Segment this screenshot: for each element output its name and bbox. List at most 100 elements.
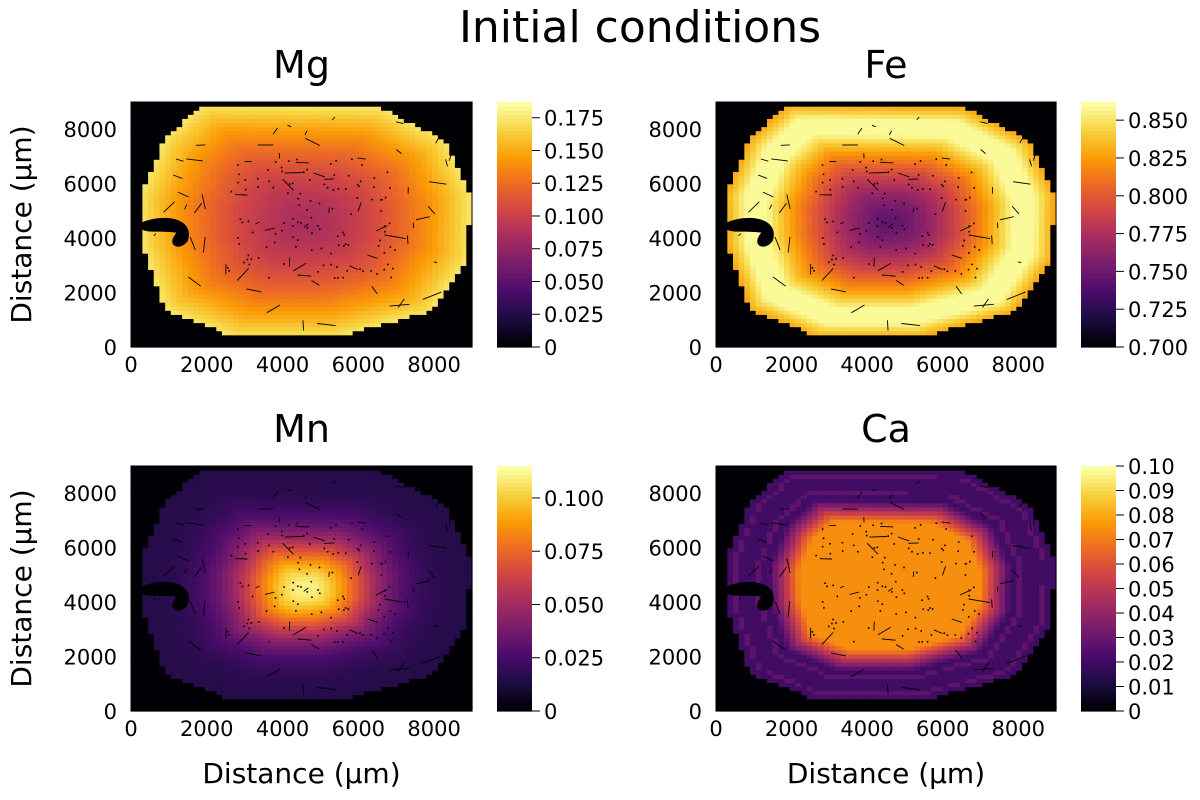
heatmap-cell — [131, 138, 138, 144]
heatmap-cell — [136, 106, 143, 111]
heatmap-cell — [443, 142, 450, 148]
heatmap-cell — [1027, 298, 1034, 303]
heatmap-cell — [398, 273, 405, 279]
heatmap-cell — [988, 342, 995, 348]
heatmap-cell — [142, 273, 149, 279]
heatmap-cell — [420, 240, 428, 246]
heatmap-cell — [812, 302, 819, 307]
heatmap-cell — [364, 249, 371, 254]
colorbar-tick-label: 0.125 — [544, 172, 604, 196]
heatmap-cell — [352, 257, 359, 262]
heatmap-cell — [755, 277, 762, 283]
heatmap-cell — [358, 265, 365, 271]
heatmap-cell — [238, 163, 246, 168]
heatmap-cell — [210, 224, 217, 230]
heatmap-cell — [449, 302, 456, 307]
heatmap-cell — [210, 298, 217, 303]
heatmap-cell — [364, 155, 371, 160]
heatmap-cell — [437, 142, 445, 148]
heatmap-cell — [460, 232, 467, 238]
heatmap-cell — [869, 342, 876, 348]
heatmap-cell — [324, 249, 331, 254]
heatmap-cell — [426, 322, 433, 328]
heatmap-cell — [409, 163, 416, 168]
heatmap-cell — [216, 306, 223, 311]
heatmap-cell — [244, 269, 251, 275]
heatmap-cell — [193, 293, 200, 299]
heatmap-cell — [1016, 326, 1023, 332]
heatmap-cell — [409, 326, 416, 332]
heatmap-cell — [778, 338, 785, 344]
heatmap-cell — [273, 102, 280, 107]
heatmap-cell — [352, 175, 359, 181]
heatmap-cell — [880, 318, 887, 324]
heatmap-cell — [318, 163, 325, 168]
heatmap-cell — [182, 175, 189, 181]
heatmap-cell — [369, 224, 376, 230]
heatmap-cell — [142, 159, 149, 164]
heatmap-cell — [278, 179, 286, 185]
heatmap-cell — [840, 306, 847, 311]
heatmap-cell — [352, 110, 359, 115]
heatmap-cell — [256, 277, 263, 283]
heatmap-cell — [392, 281, 399, 287]
heatmap-cell — [1016, 310, 1023, 315]
heatmap-cell — [221, 314, 229, 320]
heatmap-cell — [142, 257, 149, 262]
heatmap-cell — [392, 204, 399, 209]
colorbar-segment — [497, 155, 532, 160]
heatmap-cell — [1005, 318, 1012, 324]
heatmap-cell — [386, 183, 394, 189]
heatmap-cell — [204, 138, 212, 144]
heatmap-cell — [204, 208, 212, 213]
heatmap-cell — [931, 338, 938, 344]
heatmap-cell — [165, 261, 172, 266]
heatmap-cell — [1010, 322, 1017, 328]
heatmap-cell — [392, 318, 399, 324]
heatmap-cell — [449, 322, 456, 328]
heatmap-cell — [449, 110, 456, 115]
heatmap-cell — [227, 110, 234, 115]
heatmap-cell — [903, 281, 910, 287]
heatmap-cell — [415, 338, 422, 344]
heatmap-cell — [170, 330, 178, 336]
heatmap-cell — [386, 293, 394, 299]
heatmap-cell — [449, 342, 456, 348]
crack-line — [184, 204, 188, 210]
heatmap-cell — [931, 289, 938, 295]
heatmap-cell — [375, 163, 382, 168]
heatmap-cell — [295, 232, 303, 238]
inclusion-dot — [344, 243, 347, 245]
heatmap-cell — [136, 326, 143, 332]
heatmap-cell — [176, 338, 183, 344]
heatmap-cell — [1044, 342, 1051, 348]
crack-line — [375, 225, 388, 232]
x-tick-label: 0 — [124, 353, 137, 377]
heatmap-cell — [329, 212, 337, 217]
heatmap-cell — [386, 334, 394, 340]
heatmap-cell — [1005, 322, 1012, 328]
heatmap-cell — [891, 302, 898, 307]
heatmap-cell — [886, 285, 893, 291]
heatmap-cell — [165, 281, 172, 287]
heatmap-cell — [835, 318, 842, 324]
heatmap-cell — [312, 232, 320, 238]
inclusion-dot — [330, 263, 332, 266]
heatmap-cell — [148, 155, 155, 160]
heatmap-cell — [233, 159, 240, 164]
heatmap-cell — [261, 257, 268, 262]
heatmap-cell — [176, 302, 183, 307]
inclusion-dot — [388, 222, 391, 225]
heatmap-cell — [375, 179, 382, 185]
heatmap-cell — [426, 138, 433, 144]
heatmap-cell — [159, 204, 166, 209]
heatmap-cell — [199, 204, 206, 209]
heatmap-cell — [250, 249, 257, 254]
heatmap-cell — [199, 306, 206, 311]
heatmap-cell — [324, 191, 331, 197]
heatmap-cell — [221, 257, 229, 262]
heatmap-cell — [136, 293, 143, 299]
heatmap-cell — [199, 220, 206, 226]
heatmap-cell — [891, 334, 898, 340]
inclusion-dot — [296, 158, 298, 161]
